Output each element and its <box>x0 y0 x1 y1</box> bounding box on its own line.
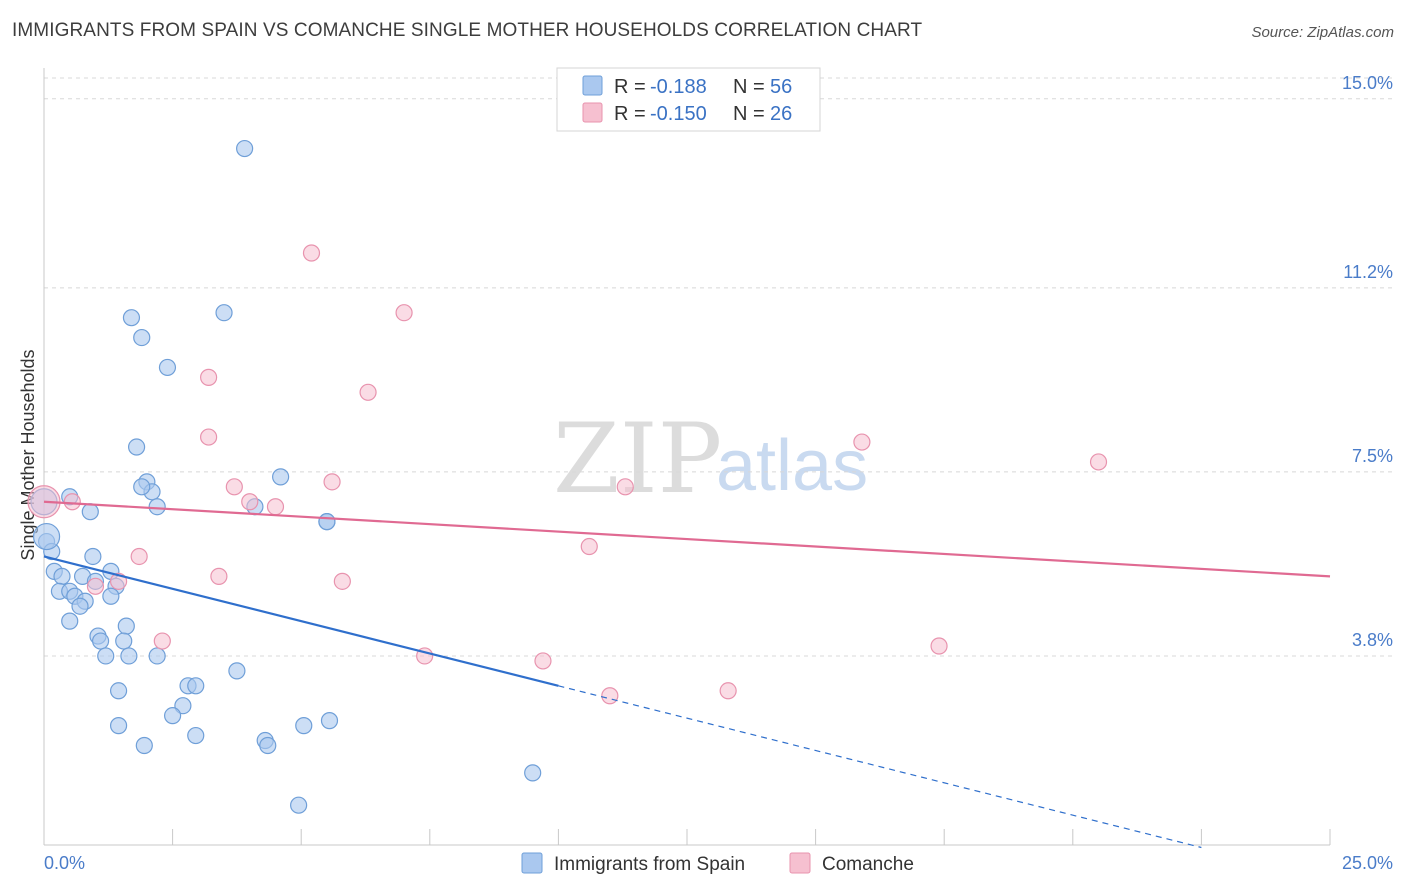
comanche-point <box>853 433 871 451</box>
spain-point <box>228 662 246 680</box>
watermark: ZIP atlas <box>553 403 868 515</box>
x-tick-label-min: 0.0% <box>44 853 85 873</box>
comanche-point <box>719 682 737 700</box>
spain-point <box>272 468 290 486</box>
legend-r-label-comanche: R = <box>614 103 646 125</box>
chart-title: IMMIGRANTS FROM SPAIN VS COMANCHE SINGLE… <box>12 20 923 41</box>
trendline-spain <box>43 555 559 687</box>
comanche-point <box>534 652 552 670</box>
legend-r-value-spain: -0.188 <box>650 76 707 98</box>
legend-r-label-spain: R = <box>614 76 646 98</box>
comanche-point <box>580 537 598 556</box>
x-tick-label-max: 25.0% <box>1342 853 1393 873</box>
spain-point <box>187 726 205 745</box>
y-tick-label: 15.0% <box>1342 73 1393 93</box>
spain-point <box>236 139 254 158</box>
spain-point <box>148 498 166 516</box>
watermark-zip: ZIP <box>553 403 722 515</box>
spain-point <box>187 677 205 695</box>
spain-point <box>71 597 89 615</box>
spain-point <box>122 309 141 327</box>
comanche-point <box>395 304 413 322</box>
comanche-point <box>200 428 218 446</box>
x-ticks <box>43 829 1331 845</box>
spain-point <box>164 707 182 725</box>
trendlines <box>43 500 1331 849</box>
spain-point <box>174 697 192 715</box>
spain-point <box>215 304 233 322</box>
spain-point <box>120 647 138 665</box>
comanche-point <box>241 493 259 511</box>
spain-point <box>135 736 153 755</box>
spain-point <box>295 717 313 735</box>
source-credit: Source: ZipAtlas.com <box>1251 24 1394 41</box>
comanche-point <box>200 368 218 386</box>
spain-point <box>102 587 120 605</box>
spain-point <box>290 796 308 814</box>
comanche-point <box>63 493 81 511</box>
legend-n-value-spain: 56 <box>770 76 792 98</box>
spain-point <box>133 478 151 496</box>
comanche-point <box>86 577 105 595</box>
bottom-legend-label-spain: Immigrants from Spain <box>554 854 745 875</box>
spain-point <box>148 647 166 665</box>
spain-point <box>320 712 339 730</box>
series-immigrants-from-spain <box>30 139 542 814</box>
spain-point <box>127 438 146 456</box>
spain-point <box>91 632 110 650</box>
spain-point <box>158 358 177 377</box>
spain-point <box>53 567 71 585</box>
comanche-point <box>225 478 243 496</box>
comanche-point <box>333 572 351 590</box>
spain-point <box>109 682 128 700</box>
comanche-point <box>616 478 634 496</box>
legend-n-label-comanche: N = <box>733 103 765 125</box>
trendline-comanche <box>43 500 1331 578</box>
comanche-point <box>302 244 321 262</box>
y-tick-label: 7.5% <box>1352 446 1393 466</box>
spain-point <box>318 513 336 531</box>
spain-point <box>259 736 277 755</box>
trendline-spain-extension <box>558 685 1202 849</box>
bottom-legend: Immigrants from Spain Comanche <box>521 852 914 875</box>
comanche-point <box>323 473 341 491</box>
series-comanche <box>27 244 1108 705</box>
comanche-point <box>1089 453 1108 471</box>
spain-point <box>97 647 115 665</box>
legend-swatch-spain <box>582 75 603 96</box>
comanche-point <box>210 567 228 585</box>
legend-n-label-spain: N = <box>733 76 765 98</box>
comanche-point <box>930 637 948 655</box>
comanche-point <box>266 498 285 516</box>
bottom-legend-label-comanche: Comanche <box>822 854 914 875</box>
y-tick-label: 11.2% <box>1343 262 1393 282</box>
spain-point <box>524 764 542 782</box>
spain-point <box>133 328 151 347</box>
comanche-point <box>601 687 619 705</box>
spain-point <box>81 503 99 521</box>
comanche-point <box>153 632 171 650</box>
spain-point <box>32 522 61 551</box>
y-tick-label: 3.8% <box>1352 630 1393 650</box>
spain-point <box>115 632 133 650</box>
legend-r-value-comanche: -0.150 <box>650 103 707 125</box>
y-axis-label: Single Mother Households <box>18 349 38 560</box>
legend: R = -0.188 N = 56 R = -0.150 N = 26 <box>556 67 821 132</box>
spain-point <box>61 612 79 630</box>
legend-swatch-comanche <box>582 102 603 123</box>
bottom-legend-swatch-comanche <box>789 852 811 874</box>
y-tick-labels: 3.8% 7.5% 11.2% 15.0% <box>1342 73 1393 650</box>
comanche-point <box>130 547 148 566</box>
comanche-point <box>359 383 377 401</box>
spain-point <box>109 717 128 735</box>
spain-point <box>117 617 135 635</box>
spain-point <box>84 547 102 566</box>
legend-n-value-comanche: 26 <box>770 103 792 125</box>
bottom-legend-swatch-spain <box>521 852 543 874</box>
watermark-atlas: atlas <box>716 426 868 506</box>
